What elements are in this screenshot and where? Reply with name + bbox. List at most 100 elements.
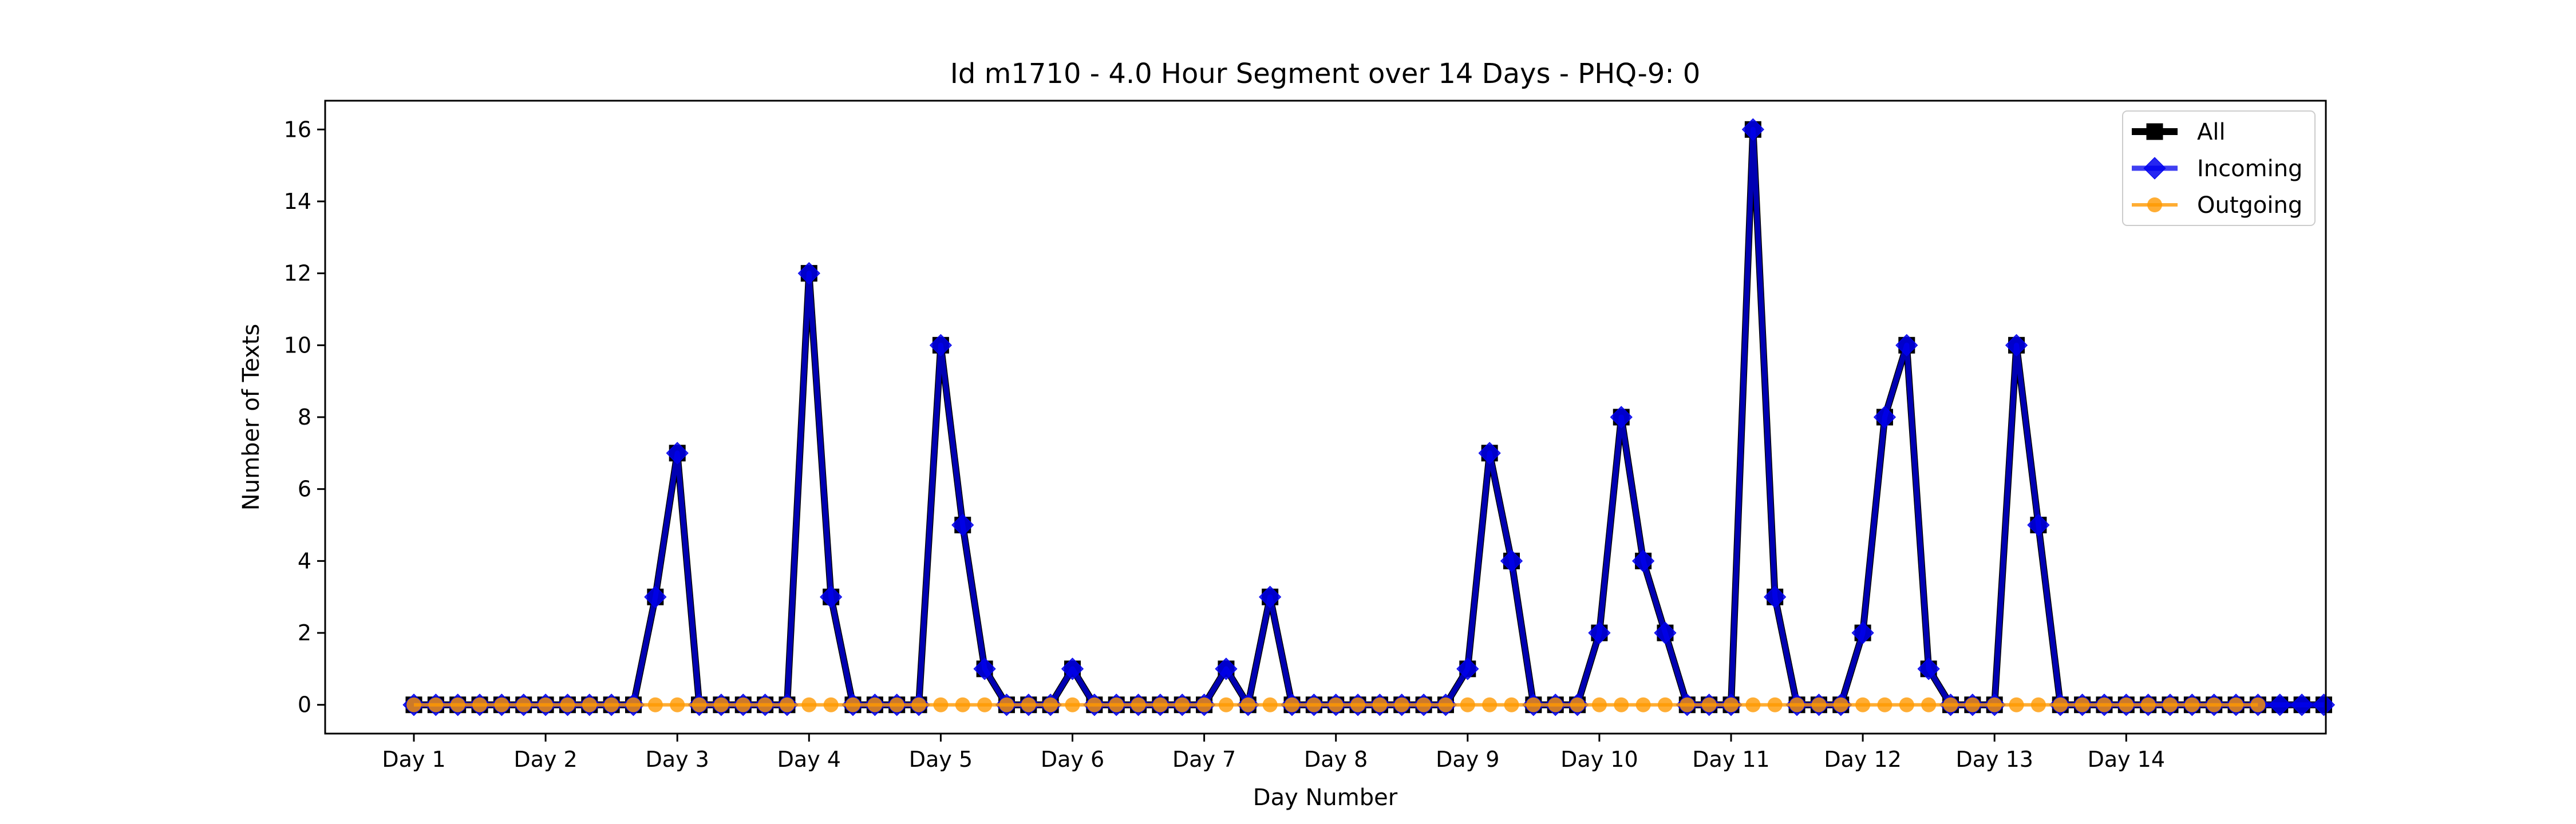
data-point-incoming bbox=[644, 585, 667, 608]
data-point-outgoing bbox=[2053, 697, 2068, 712]
data-point-outgoing bbox=[1262, 697, 1278, 712]
data-point-outgoing bbox=[2229, 697, 2244, 712]
data-point-outgoing bbox=[1109, 697, 1124, 712]
data-point-outgoing bbox=[494, 697, 509, 712]
y-axis: 0 2 4 6 8 10 12 14 16 bbox=[284, 117, 325, 718]
data-point-outgoing bbox=[450, 697, 465, 712]
y-tick-label: 14 bbox=[284, 189, 311, 214]
y-tick-label: 0 bbox=[298, 692, 311, 718]
data-point-outgoing bbox=[1086, 697, 1102, 712]
data-point-outgoing bbox=[1899, 697, 1914, 712]
data-point-incoming bbox=[2269, 694, 2291, 716]
data-point-outgoing bbox=[1196, 697, 1212, 712]
x-tick-label: Day 1 bbox=[382, 747, 445, 772]
data-point-outgoing bbox=[1394, 697, 1409, 712]
x-tick-label: Day 4 bbox=[777, 747, 841, 772]
data-point-outgoing bbox=[1175, 697, 1190, 712]
data-point-outgoing bbox=[1482, 697, 1498, 712]
legend-label-all: All bbox=[2197, 119, 2226, 145]
data-point-outgoing bbox=[1043, 697, 1058, 712]
data-point-incoming bbox=[820, 585, 843, 608]
data-point-incoming bbox=[929, 334, 953, 356]
data-point-outgoing bbox=[1218, 697, 1234, 712]
legend-marker-outgoing bbox=[2147, 197, 2162, 212]
x-tick-label: Day 6 bbox=[1041, 747, 1104, 772]
data-point-outgoing bbox=[604, 697, 619, 712]
data-point-incoming bbox=[1895, 334, 1918, 356]
data-point-outgoing bbox=[1328, 697, 1344, 712]
data-point-outgoing bbox=[582, 697, 597, 712]
y-tick-label: 6 bbox=[298, 477, 311, 502]
data-point-outgoing bbox=[670, 697, 685, 712]
chart-title: Id m1710 - 4.0 Hour Segment over 14 Days… bbox=[950, 58, 1701, 90]
data-point-outgoing bbox=[1548, 697, 1563, 712]
data-point-outgoing bbox=[867, 697, 883, 712]
data-point-outgoing bbox=[1152, 697, 1168, 712]
x-tick-label: Day 5 bbox=[909, 747, 973, 772]
data-point-outgoing bbox=[1877, 697, 1893, 712]
data-point-outgoing bbox=[779, 697, 795, 712]
x-tick-label: Day 14 bbox=[2088, 747, 2165, 772]
x-tick-label: Day 2 bbox=[513, 747, 577, 772]
y-axis-label: Number of Texts bbox=[238, 324, 264, 510]
data-point-incoming bbox=[1873, 406, 1897, 429]
y-tick-label: 10 bbox=[284, 332, 311, 358]
data-point-outgoing bbox=[560, 697, 575, 712]
y-tick-label: 2 bbox=[298, 620, 311, 645]
data-point-outgoing bbox=[1570, 697, 1585, 712]
data-point-outgoing bbox=[2140, 697, 2156, 712]
data-point-incoming bbox=[1456, 657, 1479, 680]
data-point-outgoing bbox=[889, 697, 904, 712]
data-point-incoming bbox=[1631, 549, 1655, 572]
series-outgoing bbox=[406, 697, 2266, 712]
data-point-outgoing bbox=[472, 697, 488, 712]
legend: All Incoming Outgoing bbox=[2122, 110, 2316, 226]
x-tick-label: Day 7 bbox=[1172, 747, 1236, 772]
data-point-outgoing bbox=[2075, 697, 2090, 712]
data-point-incoming bbox=[1259, 585, 1282, 608]
legend-marker-all bbox=[2146, 123, 2163, 140]
data-point-outgoing bbox=[2184, 697, 2200, 712]
data-point-outgoing bbox=[1701, 697, 1717, 712]
data-point-outgoing bbox=[1065, 697, 1080, 712]
data-point-outgoing bbox=[692, 697, 707, 712]
data-point-outgoing bbox=[428, 697, 444, 712]
data-point-outgoing bbox=[1987, 697, 2002, 712]
data-point-outgoing bbox=[2119, 697, 2134, 712]
data-point-outgoing bbox=[1745, 697, 1761, 712]
data-point-outgoing bbox=[1460, 697, 1475, 712]
data-point-outgoing bbox=[1021, 697, 1036, 712]
data-point-outgoing bbox=[1240, 697, 1256, 712]
data-point-outgoing bbox=[1855, 697, 1871, 712]
data-point-outgoing bbox=[1635, 697, 1651, 712]
data-point-outgoing bbox=[999, 697, 1014, 712]
y-tick-label: 4 bbox=[298, 548, 311, 573]
data-point-incoming bbox=[1061, 657, 1084, 680]
y-tick-label: 12 bbox=[284, 261, 311, 286]
data-point-outgoing bbox=[406, 697, 421, 712]
data-point-outgoing bbox=[1943, 697, 1958, 712]
data-point-incoming bbox=[1654, 621, 1677, 644]
x-tick-label: Day 13 bbox=[1955, 747, 2033, 772]
legend-label-outgoing: Outgoing bbox=[2197, 192, 2302, 219]
data-point-outgoing bbox=[911, 697, 927, 712]
data-point-outgoing bbox=[1965, 697, 1980, 712]
x-axis-label: Day Number bbox=[1253, 785, 1398, 811]
data-point-incoming bbox=[1851, 621, 1874, 644]
data-point-incoming bbox=[1917, 657, 1940, 680]
legend-box bbox=[2122, 110, 2316, 226]
data-point-outgoing bbox=[713, 697, 729, 712]
data-point-outgoing bbox=[647, 697, 663, 712]
x-tick-label: Day 12 bbox=[1824, 747, 1901, 772]
data-point-incoming bbox=[973, 657, 996, 680]
data-point-outgoing bbox=[757, 697, 773, 712]
data-point-incoming bbox=[797, 262, 820, 285]
data-point-incoming bbox=[1588, 621, 1611, 644]
data-point-incoming bbox=[1610, 406, 1633, 429]
data-point-outgoing bbox=[1680, 697, 1695, 712]
data-point-outgoing bbox=[2009, 697, 2024, 712]
y-tick-label: 16 bbox=[284, 117, 311, 142]
series-layer bbox=[402, 118, 2336, 716]
data-point-outgoing bbox=[977, 697, 993, 712]
data-point-outgoing bbox=[1657, 697, 1673, 712]
